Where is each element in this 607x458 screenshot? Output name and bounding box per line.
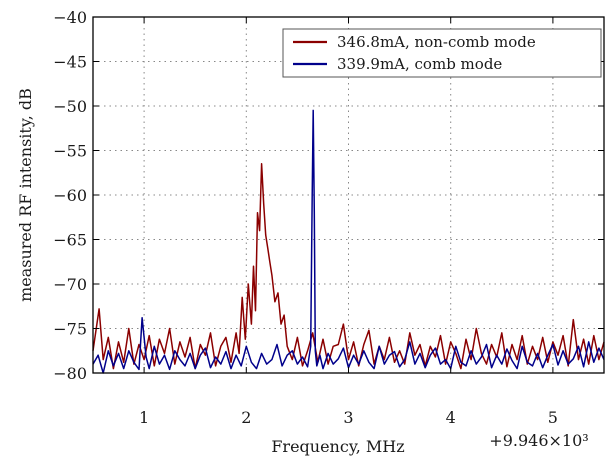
y-tick-label-3: −65 (53, 231, 87, 250)
y-tick-label-6: −50 (53, 97, 87, 116)
y-axis-label: measured RF intensity, dB (16, 88, 35, 302)
x-tick-label-0: 1 (139, 408, 149, 427)
legend-label-non-comb: 346.8mA, non-comb mode (337, 33, 536, 51)
legend-label-comb: 339.9mA, comb mode (337, 55, 502, 73)
legend-box (282, 28, 602, 78)
series-layer (92, 109, 605, 374)
x-tick-label-1: 2 (241, 408, 251, 427)
x-tick-label-2: 3 (343, 408, 353, 427)
x-offset-label: +9.946×10³ (489, 431, 588, 450)
x-axis-label: Frequency, MHz (271, 437, 404, 456)
x-tick-label-3: 4 (446, 408, 456, 427)
legend: 346.8mA, non-comb mode 339.9mA, comb mod… (282, 28, 602, 78)
x-tick-label-4: 5 (548, 408, 558, 427)
y-tick-label-5: −55 (53, 142, 87, 161)
y-tick-label-1: −75 (53, 320, 87, 339)
axis-ticks: 1 2 3 4 5 −80 −75 −70 −65 −60 −55 −50 −45 −40 (53, 8, 604, 427)
y-tick-label-2: −70 (53, 275, 87, 294)
series-line-comb (92, 109, 605, 374)
series-line-non-comb (92, 163, 605, 370)
y-tick-label-7: −45 (53, 53, 87, 72)
y-tick-label-4: −60 (53, 186, 87, 205)
y-tick-label-0: −80 (53, 364, 87, 383)
y-tick-label-8: −40 (53, 8, 87, 27)
